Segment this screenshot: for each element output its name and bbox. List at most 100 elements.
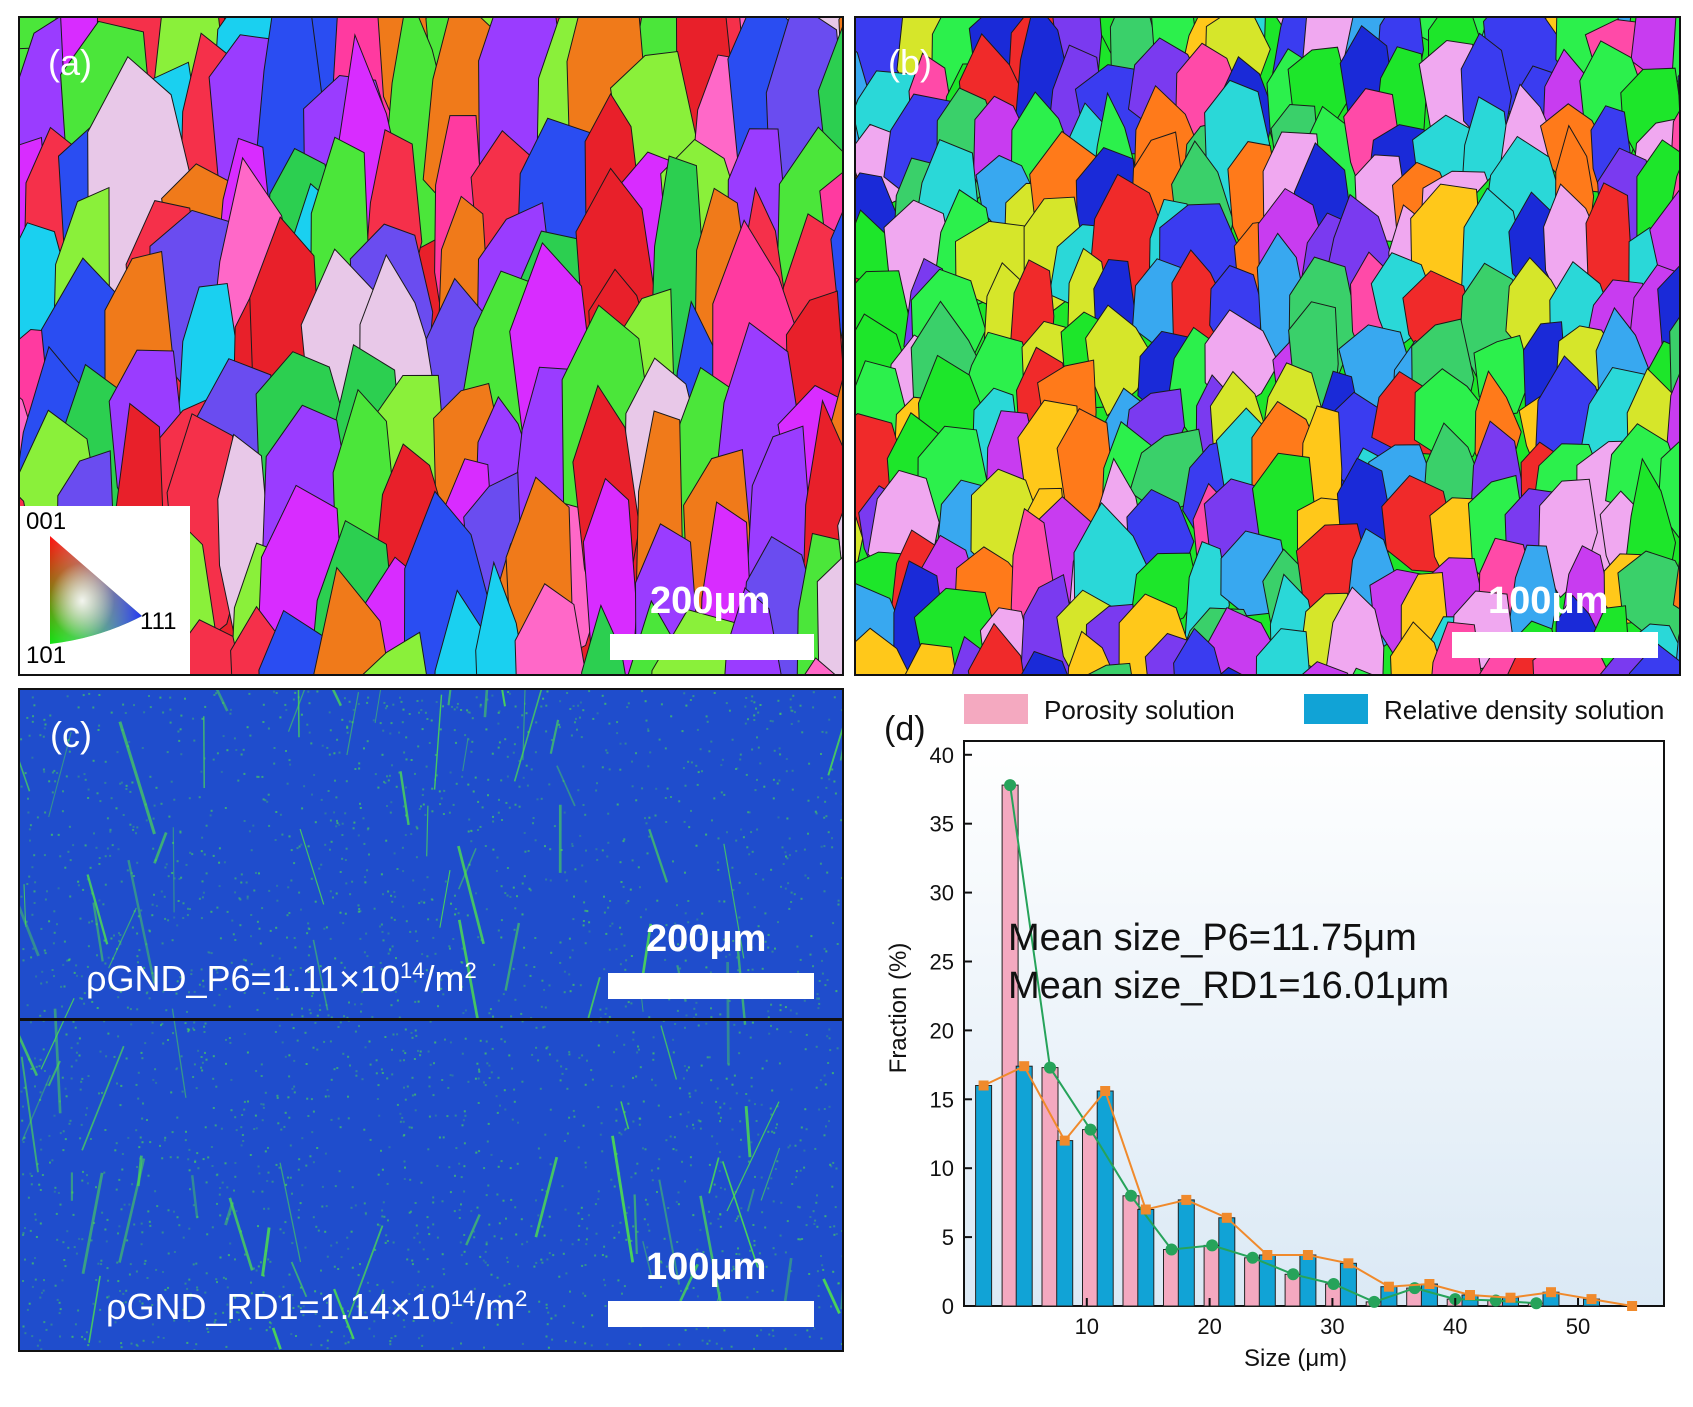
panel-c-speckle [237,1311,240,1314]
panel-c-speckle [124,712,127,714]
panel-c-speckle [262,721,265,723]
panel-c-speckle [246,1051,249,1054]
panel-c-boundary-trace [299,828,325,905]
panel-c-speckle [408,1293,411,1295]
panel-c-speckle [624,1127,627,1130]
panel-c-speckle [248,830,251,833]
panel-a-scale-bar [610,634,814,660]
panel-c-speckle [467,738,470,741]
panel-c-speckle [196,1289,199,1291]
panel-c-speckle [477,800,480,803]
panel-c-speckle [413,1236,416,1239]
panel-c-speckle [96,1007,99,1009]
panel-c-boundary-trace [760,1147,781,1201]
panel-c-speckle [781,846,784,849]
panel-c-speckle [106,817,109,820]
panel-c-speckle [738,881,741,884]
panel-c-speckle [346,1016,349,1019]
panel-c-speckle [779,712,782,715]
panel-c-speckle [307,954,310,957]
panel-c-speckle [302,1314,305,1317]
panel-c-speckle [368,1290,371,1293]
panel-c-speckle [161,1022,164,1025]
panel-c-speckle [155,786,158,789]
panel-c-speckle [43,1009,46,1012]
panel-c-speckle [25,924,27,927]
panel-c-speckle [584,813,587,816]
panel-c-speckle [376,1223,379,1226]
panel-c-speckle [701,770,703,773]
panel-c-speckle [803,1149,806,1152]
panel-c-speckle [463,1190,466,1193]
panel-c-speckle [33,902,36,904]
panel-c-speckle [79,1088,82,1091]
panel-c-speckle [458,1162,461,1165]
panel-c-speckle [794,1144,797,1147]
panel-c-speckle [797,1238,800,1241]
panel-c-speckle [540,1258,543,1261]
panel-c-speckle [243,1108,246,1111]
panel-c-speckle [629,888,632,891]
panel-c-speckle [823,816,826,819]
panel-c-boundary-trace [136,1155,143,1187]
panel-c-speckle [78,1054,81,1057]
panel-c-speckle [271,954,274,957]
panel-c-speckle [282,1231,285,1234]
panel-c-speckle [572,705,575,707]
panel-c-boundary-trace [708,1157,720,1194]
panel-c-speckle [212,854,215,857]
panel-c-speckle [390,894,393,897]
panel-c-speckle [383,780,385,783]
panel-c-speckle [467,1080,470,1083]
panel-c-speckle [29,1229,32,1232]
x-tick-label: 30 [1320,1314,1344,1339]
panel-c-boundary-trace [648,828,669,883]
panel-c-speckle [64,1138,67,1141]
panel-c-speckle [496,1111,499,1114]
panel-c-boundary-trace [522,690,526,761]
panel-c-speckle [471,717,474,720]
panel-c-speckle [487,794,489,797]
panel-c-boundary-trace [457,845,485,945]
panel-c-speckle [123,1203,126,1206]
panel-c-speckle [180,753,183,756]
panel-c-speckle [354,1030,357,1033]
panel-c-speckle [194,1161,197,1163]
panel-c-speckle [821,959,823,962]
panel-c-speckle [138,949,141,952]
panel-c-speckle [25,920,28,923]
panel-c-speckle [107,956,110,959]
panel-c-speckle [757,925,760,928]
panel-c-speckle [151,903,154,906]
panel-c-speckle [97,1262,100,1265]
panel-c-speckle [657,1167,660,1170]
panel-c-speckle [759,704,762,706]
panel-c-speckle [262,703,265,706]
panel-c-speckle [421,1334,424,1337]
relative-density-point [1343,1258,1354,1269]
panel-c-speckle [685,704,688,707]
panel-c-speckle [136,1344,139,1347]
panel-c-speckle [731,866,734,869]
panel-c-speckle [657,1104,660,1107]
panel-c-boundary-trace [287,690,306,732]
panel-c-speckle [81,1335,83,1338]
panel-c-boundary-trace [191,1175,199,1219]
panel-c-speckle [218,861,221,864]
panel-c-speckle [472,790,475,793]
panel-c-speckle [699,1127,702,1130]
panel-c-speckle [815,1201,818,1204]
panel-c-speckle [492,815,494,818]
panel-c-speckle [341,857,344,860]
panel-c-speckle [765,1265,768,1268]
panel-c-speckle [358,1025,360,1028]
panel-c-speckle [568,1116,571,1119]
panel-c-speckle [521,882,524,885]
panel-c-speckle [434,952,437,955]
panel-c-speckle [590,1020,593,1023]
panel-c-speckle [645,719,648,722]
panel-c-speckle [701,912,704,915]
panel-c-speckle [74,1026,77,1029]
panel-c-speckle [771,950,774,953]
panel-c-speckle [594,1203,597,1206]
